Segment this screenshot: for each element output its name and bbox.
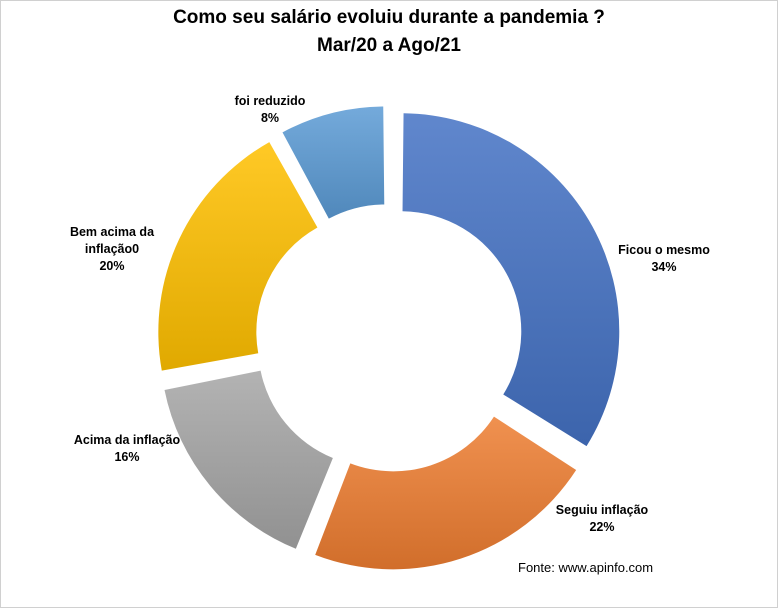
slice-name: Acima da inflação — [73, 433, 181, 447]
chart-title-block: Como seu salário evoluiu durante a pande… — [0, 4, 778, 60]
slice-value: 22% — [589, 520, 615, 534]
slice-value: 16% — [114, 450, 140, 464]
slice-label-ficou-o-mesmo: Ficou o mesmo 34% — [606, 242, 722, 276]
slice-value: 8% — [260, 111, 280, 125]
slice-label-acima-da-inflacao: Acima da inflação 16% — [52, 432, 202, 466]
slice-name: foi reduzido — [234, 94, 306, 108]
source-note: Fonte: www.apinfo.com — [518, 560, 654, 575]
slice-name-line2: inflação0 — [84, 242, 140, 256]
slice-name: Ficou o mesmo — [618, 243, 710, 257]
slice-label-bem-acima-da-inflacao: Bem acima da inflação0 20% — [52, 224, 172, 275]
chart-title: Como seu salário evoluiu durante a pande… — [173, 7, 605, 28]
slice-label-seguiu-inflacao: Seguiu inflação 22% — [540, 502, 664, 536]
slice-bem-acima-da-infla-o0 — [158, 142, 318, 371]
slice-value: 34% — [651, 260, 677, 274]
slice-seguiu-infla-o — [315, 416, 577, 570]
slice-label-foi-reduzido: foi reduzido 8% — [210, 93, 330, 127]
slice-value: 20% — [99, 259, 125, 273]
slice-acima-da-infla-o — [164, 370, 333, 549]
slice-name-line1: Bem acima da — [69, 225, 155, 239]
slice-foi-reduzido — [282, 106, 385, 219]
slice-ficou-o-mesmo — [402, 113, 620, 447]
chart-subtitle: Mar/20 a Ago/21 — [317, 35, 461, 56]
slice-name: Seguiu inflação — [555, 503, 649, 517]
